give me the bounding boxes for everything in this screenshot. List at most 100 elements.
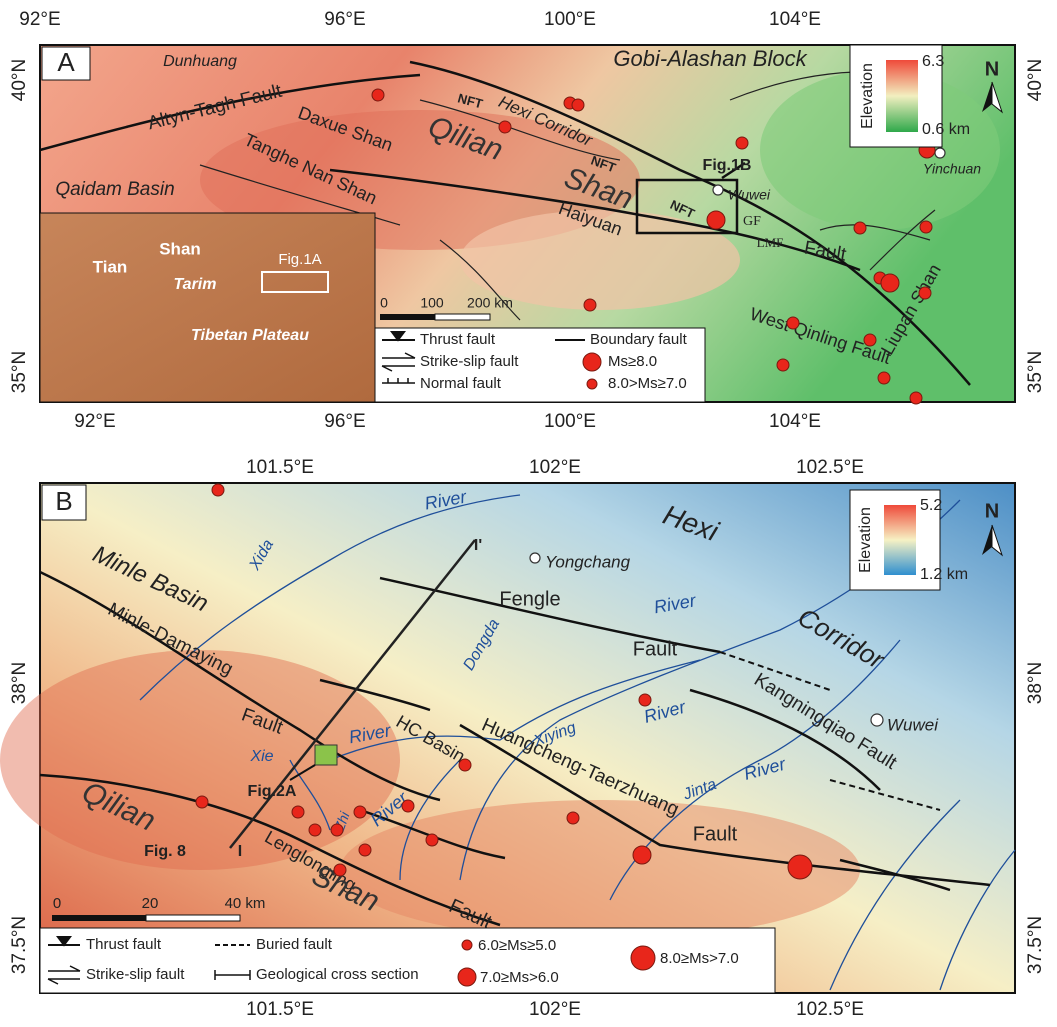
lon-label: 100°E	[544, 411, 596, 432]
earthquake	[402, 800, 414, 812]
earthquake	[864, 334, 876, 346]
callout-label: Fig.2A	[248, 783, 297, 800]
lon-label: 92°E	[19, 9, 60, 30]
earthquake	[572, 99, 584, 111]
legend-label: Boundary fault	[590, 331, 688, 348]
legend-label: Buried fault	[256, 936, 333, 953]
legend-symbol	[462, 940, 472, 950]
legend-label: 6.0≥Ms≥5.0	[478, 937, 556, 954]
earthquake	[633, 846, 651, 864]
place: LMF	[757, 235, 784, 250]
scale-bar	[435, 314, 490, 320]
legend-label: Strike-slip fault	[420, 353, 519, 370]
earthquake	[736, 137, 748, 149]
legend-label: 1.2 km	[920, 566, 968, 583]
place: Fault	[693, 823, 738, 845]
town	[713, 185, 723, 195]
legend-symbol	[458, 968, 476, 986]
inset-label: Shan	[159, 239, 201, 258]
scale-label: 200 km	[467, 295, 513, 311]
lon-label: 102°E	[529, 457, 581, 478]
legend-label: 0.6 km	[922, 121, 970, 138]
panel-label: A	[57, 47, 75, 77]
earthquake	[359, 844, 371, 856]
legend-label: 8.0≥Ms>7.0	[660, 950, 739, 967]
place: Fault	[633, 638, 678, 660]
legend-symbol	[583, 353, 601, 371]
lat-label: 40°N	[1025, 59, 1046, 101]
inset-label: Tibetan Plateau	[191, 327, 309, 344]
earthquake	[354, 806, 366, 818]
earthquake	[787, 317, 799, 329]
legend-label: Thrust fault	[420, 331, 496, 348]
place: Wuwei	[887, 715, 939, 734]
town	[871, 714, 883, 726]
legend-label: 6.3	[922, 53, 944, 70]
earthquake	[499, 121, 511, 133]
lat-label: 40°N	[9, 59, 30, 101]
earthquake	[292, 806, 304, 818]
earthquake	[331, 824, 343, 836]
lat-label: 37.5°N	[1025, 916, 1046, 974]
terrain	[340, 800, 860, 940]
panel-label: B	[55, 486, 72, 516]
legend-label: Strike-slip fault	[86, 966, 185, 983]
legend-title: Elevation	[857, 507, 874, 573]
legend-symbol	[631, 946, 655, 970]
lon-label: 96°E	[324, 9, 365, 30]
earthquake	[334, 864, 346, 876]
elevation-bar	[884, 505, 916, 575]
legend-label: 8.0>Ms≥7.0	[608, 375, 687, 392]
section-end: I'	[474, 537, 482, 554]
inset-label: Tarim	[174, 276, 217, 293]
callout-box	[315, 745, 337, 765]
lon-label: 92°E	[74, 411, 115, 432]
lon-label: 101.5°E	[246, 999, 314, 1020]
place: GF	[743, 214, 761, 229]
legend-symbol	[587, 379, 597, 389]
town	[935, 148, 945, 158]
scale-label: 20	[142, 895, 159, 912]
inset	[40, 213, 375, 402]
place: Yongchang	[545, 552, 631, 571]
section-end: I	[238, 843, 242, 860]
scale-label: 0	[53, 895, 61, 912]
earthquake	[920, 221, 932, 233]
lon-label: 104°E	[769, 9, 821, 30]
lon-label: 100°E	[544, 9, 596, 30]
legend-label: Normal fault	[420, 375, 502, 392]
scale-label: 100	[420, 295, 444, 311]
legend-label: 7.0≥Ms>6.0	[480, 969, 559, 986]
earthquake	[919, 287, 931, 299]
callout-label: Fig.1B	[703, 157, 752, 174]
earthquake	[426, 834, 438, 846]
lat-label: 35°N	[9, 351, 30, 393]
lat-label: 35°N	[1025, 351, 1046, 393]
lon-label: 101.5°E	[246, 457, 314, 478]
earthquake	[707, 211, 725, 229]
lon-label: 104°E	[769, 411, 821, 432]
earthquake	[372, 89, 384, 101]
place: Wuwei	[728, 187, 771, 203]
place: Dunhuang	[163, 53, 237, 70]
earthquake	[788, 855, 812, 879]
north-label: N	[985, 500, 999, 522]
legend-label: Ms≥8.0	[608, 353, 657, 370]
earthquake	[309, 824, 321, 836]
inset-label: Tian	[93, 257, 128, 276]
north-label: N	[985, 58, 999, 80]
earthquake	[567, 812, 579, 824]
legend-label: 5.2	[920, 497, 942, 514]
place: Yinchuan	[923, 161, 981, 177]
scale-bar	[146, 915, 240, 921]
earthquake	[881, 274, 899, 292]
earthquake	[459, 759, 471, 771]
legend-title: Elevation	[859, 63, 876, 129]
lat-label: 38°N	[9, 662, 30, 704]
place: Fengle	[499, 588, 560, 610]
lon-label: 102.5°E	[796, 999, 864, 1020]
scale-label: 0	[380, 295, 388, 311]
legend-label: Thrust fault	[86, 936, 162, 953]
lon-label: 102°E	[529, 999, 581, 1020]
inset-label: Fig.1A	[278, 251, 321, 268]
